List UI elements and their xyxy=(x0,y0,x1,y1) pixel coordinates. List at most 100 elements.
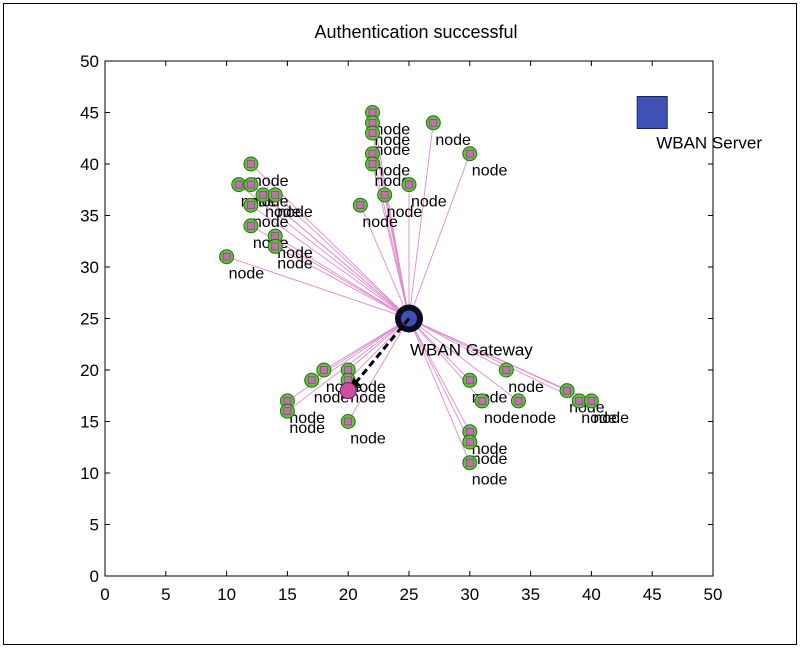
link-line xyxy=(275,246,410,319)
link-line xyxy=(408,122,434,319)
node-label: node xyxy=(484,410,520,427)
gateway-label: WBAN Gateway xyxy=(410,341,533,360)
node-label: node xyxy=(375,132,411,149)
link-line xyxy=(408,318,471,443)
node-marker xyxy=(502,366,511,374)
node-label: node xyxy=(375,122,411,139)
node-label: node xyxy=(350,431,386,448)
node-marker xyxy=(587,397,596,405)
link-line xyxy=(384,194,410,319)
node-label: node xyxy=(387,204,423,221)
link-line xyxy=(238,184,410,319)
node-marker xyxy=(271,232,280,240)
link-line xyxy=(372,163,410,319)
link-line xyxy=(262,194,410,319)
node-marker xyxy=(368,160,377,168)
x-tick-label: 30 xyxy=(460,585,479,604)
link-line xyxy=(275,235,410,319)
y-tick-label: 0 xyxy=(90,567,99,586)
node-marker xyxy=(271,191,280,199)
node-label: node xyxy=(277,255,313,272)
node-label: node xyxy=(277,204,313,221)
y-tick-label: 30 xyxy=(80,258,99,277)
node-label: node xyxy=(472,472,508,489)
y-tick-label: 10 xyxy=(80,464,99,483)
y-tick-label: 15 xyxy=(80,413,99,432)
link-line xyxy=(408,318,507,371)
node-label: node xyxy=(593,410,629,427)
node-label: node xyxy=(277,245,313,262)
link-line xyxy=(408,153,471,319)
node-marker xyxy=(247,160,255,168)
node-label: node xyxy=(520,410,556,427)
node-marker xyxy=(380,191,389,199)
node-label: node xyxy=(411,194,447,211)
link-line xyxy=(408,318,471,463)
node-marker xyxy=(368,129,377,137)
x-tick-label: 10 xyxy=(217,585,236,604)
node-marker xyxy=(368,108,377,117)
y-tick-label: 45 xyxy=(80,104,99,123)
node-marker xyxy=(405,180,413,189)
link-line xyxy=(408,318,471,381)
authenticating-node xyxy=(339,382,357,400)
sensor-nodes: nodenodenodenodenodenodenodenodenodenode… xyxy=(219,105,629,489)
link-line xyxy=(226,256,410,319)
node-label: node xyxy=(253,173,289,190)
y-tick-label: 20 xyxy=(80,361,99,380)
node-marker xyxy=(575,397,584,405)
server-label: WBAN Server xyxy=(656,134,762,153)
node-label: node xyxy=(375,163,411,180)
x-tick-label: 5 xyxy=(161,585,170,604)
x-tick-label: 35 xyxy=(521,585,540,604)
node-marker xyxy=(271,242,280,251)
node-marker xyxy=(234,180,243,189)
link-line xyxy=(359,205,410,319)
node-label: node xyxy=(265,204,301,221)
node-marker xyxy=(247,201,255,209)
x-tick-label: 40 xyxy=(582,585,601,604)
node-label: node xyxy=(508,379,544,396)
axes: 0 5 10 15 20 25 30 35 40 45 50 0 5 10 15 20 25 30 35 40 45 50 xyxy=(80,52,722,604)
node-label: node xyxy=(472,451,508,468)
node-marker xyxy=(344,417,353,426)
node-label: node xyxy=(581,410,617,427)
node-marker xyxy=(514,397,523,405)
node-marker xyxy=(356,201,365,209)
node-marker xyxy=(283,407,292,416)
node-label: node xyxy=(435,132,471,149)
y-tick-label: 50 xyxy=(80,52,99,71)
chart-canvas: Authentication successful 0 5 10 15 20 25 30 35… xyxy=(80,22,762,604)
node-marker xyxy=(368,119,377,127)
chart-title: Authentication successful xyxy=(314,22,517,42)
node-marker xyxy=(465,458,474,467)
link-lines xyxy=(226,112,592,463)
node-label: node xyxy=(375,142,411,159)
y-tick-label: 35 xyxy=(80,207,99,226)
node-marker xyxy=(465,376,474,385)
node-marker xyxy=(259,191,267,199)
link-line xyxy=(274,194,410,319)
server-marker xyxy=(636,96,668,129)
node-marker xyxy=(247,222,255,230)
link-line xyxy=(408,318,519,402)
node-marker xyxy=(283,397,292,405)
node-label: node xyxy=(375,173,411,190)
node-marker xyxy=(222,252,231,261)
node-marker xyxy=(563,386,571,395)
special-entities: WBAN Gateway WBAN Server xyxy=(339,96,762,400)
link-line xyxy=(250,204,410,319)
node-label: node xyxy=(472,441,508,458)
y-tick-label: 40 xyxy=(80,155,99,174)
node-label: node xyxy=(350,389,386,406)
x-tick-label: 45 xyxy=(643,585,662,604)
link-line xyxy=(287,318,410,402)
x-tick-label: 50 xyxy=(704,585,723,604)
node-label: node xyxy=(229,266,265,283)
x-tick-label: 20 xyxy=(339,585,358,604)
link-line xyxy=(347,318,410,422)
node-marker xyxy=(465,427,474,436)
node-marker xyxy=(320,366,328,374)
node-label: node xyxy=(350,379,386,396)
node-marker xyxy=(344,366,353,374)
